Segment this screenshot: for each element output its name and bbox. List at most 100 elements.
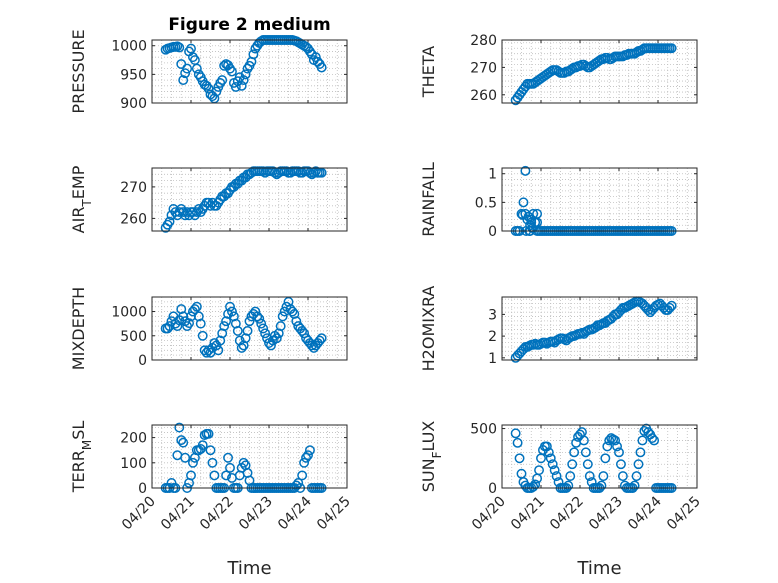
data-point xyxy=(666,43,677,54)
data-point xyxy=(303,450,313,461)
data-point xyxy=(174,422,185,433)
y-tick-label: 100 xyxy=(120,456,147,472)
data-point xyxy=(178,437,189,448)
data-point xyxy=(299,457,310,468)
subplot-8: 0 500 SUNFLUX xyxy=(419,421,698,497)
y-tick-label: 200 xyxy=(120,431,147,447)
y-tick-label: 0 xyxy=(138,353,147,369)
data-point xyxy=(528,481,539,492)
axes-box xyxy=(151,296,348,361)
y-tick-label: 0.5 xyxy=(475,195,497,211)
data-point xyxy=(213,345,224,356)
y-tick-label: 2 xyxy=(488,329,497,345)
y-tick-label: 0 xyxy=(488,224,497,240)
data-point xyxy=(188,52,198,63)
data-point xyxy=(277,311,288,322)
data-point xyxy=(616,459,626,470)
x-axis-label: Time xyxy=(576,558,621,579)
data-point xyxy=(514,453,525,464)
y-axis-label: SUNFLUX xyxy=(419,421,444,493)
y-axis-label: THETA xyxy=(419,46,438,98)
data-point xyxy=(567,459,578,470)
data-point xyxy=(610,435,621,446)
subplot-1: 900 950 1000 PRESSURE xyxy=(69,29,348,114)
y-tick-label: 0 xyxy=(138,481,147,497)
y-tick-label: 270 xyxy=(470,60,497,76)
data-point xyxy=(232,325,243,336)
data-point xyxy=(207,457,218,468)
data-point xyxy=(596,480,607,491)
data-point xyxy=(631,471,642,482)
data-point xyxy=(191,301,202,312)
subplot-6: 1 2 3 H2OMIXRA xyxy=(419,286,698,372)
x-tick-label: 04/21 xyxy=(508,494,548,534)
data-point xyxy=(584,471,595,482)
data-point xyxy=(184,318,195,329)
x-axis-label: Time xyxy=(226,558,271,579)
subplot-4: 0 0.5 1 RAINFALL xyxy=(419,162,698,240)
data-point xyxy=(186,470,196,481)
axes-box xyxy=(151,424,348,489)
data-point xyxy=(547,459,558,470)
data-point xyxy=(256,318,267,329)
data-point xyxy=(172,321,183,332)
subplot-5: 0 500 1000 MIXDEPTH xyxy=(69,287,348,370)
data-point xyxy=(297,325,308,336)
data-point xyxy=(635,447,646,458)
data-point xyxy=(287,306,298,317)
data-point xyxy=(316,333,327,344)
y-tick-label: 260 xyxy=(470,88,497,104)
data-point xyxy=(649,435,660,446)
y-axis-label: PRESSURE xyxy=(69,29,88,113)
data-point xyxy=(225,462,235,473)
x-tick-label: 04/20 xyxy=(119,494,159,534)
data-point xyxy=(258,323,269,334)
y-tick-label: 500 xyxy=(120,329,147,345)
data-point xyxy=(201,347,212,358)
data-point xyxy=(215,78,226,88)
data-point xyxy=(219,321,230,332)
data-point xyxy=(534,465,544,476)
data-point xyxy=(569,447,580,458)
data-point xyxy=(244,316,255,327)
data-point xyxy=(301,452,311,463)
data-point xyxy=(629,480,640,491)
data-point xyxy=(238,457,249,468)
axes-box xyxy=(501,167,698,232)
x-tick-label: 04/20 xyxy=(469,494,509,534)
x-tick-label: 04/25 xyxy=(314,494,354,534)
y-tick-label: 500 xyxy=(470,422,497,438)
data-point xyxy=(197,330,208,341)
data-point xyxy=(164,216,175,227)
axes-box xyxy=(501,39,698,104)
axes-box xyxy=(501,424,698,489)
data-point xyxy=(225,301,235,312)
data-point xyxy=(227,306,237,317)
data-point xyxy=(563,480,574,491)
x-tick-label: 04/25 xyxy=(664,494,704,534)
data-point xyxy=(209,338,220,348)
y-tick-label: 280 xyxy=(470,33,497,49)
data-point xyxy=(617,471,628,482)
data-point xyxy=(195,318,206,329)
data-point xyxy=(238,75,249,86)
subplot-7: 0 100 200 TERRMSL xyxy=(69,421,348,497)
y-axis-label: AIRTEMP xyxy=(69,165,94,233)
x-tick-label: 04/22 xyxy=(547,494,587,534)
data-point xyxy=(614,447,624,458)
data-point xyxy=(532,208,543,219)
data-point xyxy=(236,80,247,91)
data-point xyxy=(197,440,208,451)
data-point xyxy=(176,435,187,446)
data-point xyxy=(230,82,241,92)
x-tick-label: 04/23 xyxy=(236,494,276,534)
data-point xyxy=(205,445,216,456)
data-point xyxy=(189,304,200,315)
data-point xyxy=(520,208,531,219)
y-tick-label: 1 xyxy=(488,167,497,183)
y-axis-label: H2OMIXRA xyxy=(419,286,438,372)
y-tick-label: 0 xyxy=(488,481,497,497)
data-point xyxy=(643,305,654,315)
